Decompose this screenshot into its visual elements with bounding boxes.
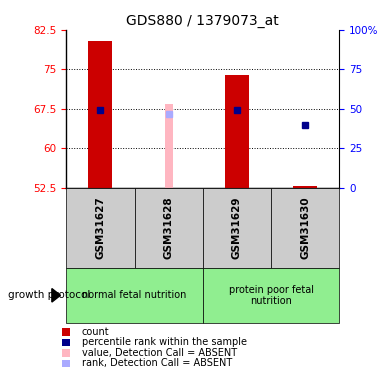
Text: GSM31627: GSM31627 xyxy=(96,196,105,259)
Text: GSM31628: GSM31628 xyxy=(164,196,174,259)
Text: normal fetal nutrition: normal fetal nutrition xyxy=(82,290,187,300)
Bar xyxy=(225,75,249,188)
Text: GSM31630: GSM31630 xyxy=(300,196,310,259)
Text: protein poor fetal
nutrition: protein poor fetal nutrition xyxy=(229,285,314,306)
Bar xyxy=(293,186,317,188)
Text: growth protocol: growth protocol xyxy=(8,290,90,300)
Text: percentile rank within the sample: percentile rank within the sample xyxy=(82,338,247,347)
Text: GSM31629: GSM31629 xyxy=(232,196,242,259)
Text: rank, Detection Call = ABSENT: rank, Detection Call = ABSENT xyxy=(82,358,232,368)
Bar xyxy=(89,40,112,188)
Text: value, Detection Call = ABSENT: value, Detection Call = ABSENT xyxy=(82,348,237,358)
Bar xyxy=(165,104,173,188)
Text: count: count xyxy=(82,327,110,337)
Title: GDS880 / 1379073_at: GDS880 / 1379073_at xyxy=(126,13,279,28)
